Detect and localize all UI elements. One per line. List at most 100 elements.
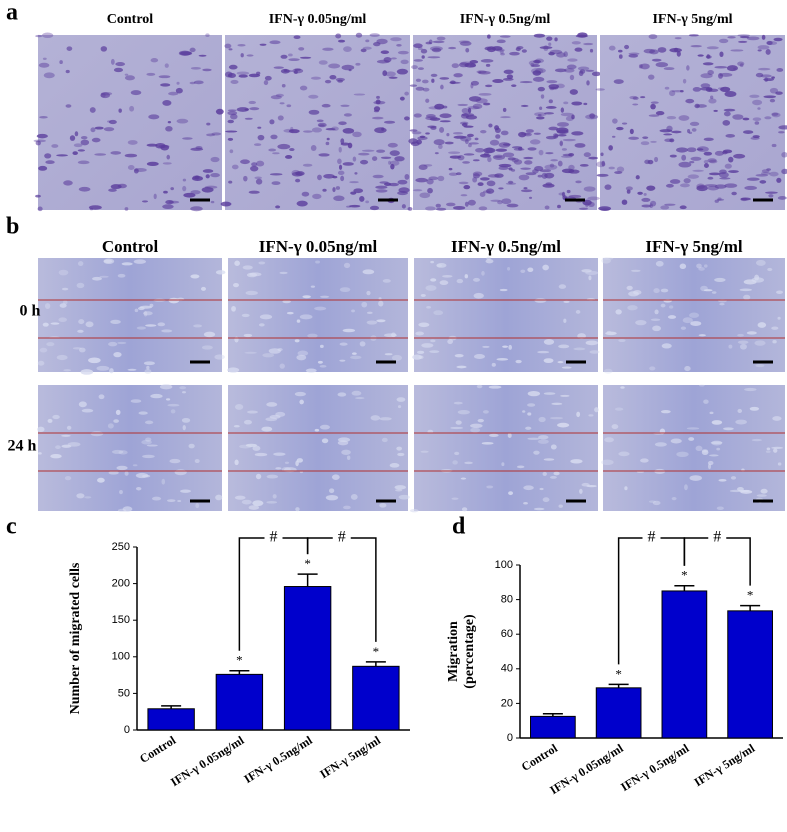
- cell: [366, 320, 378, 325]
- cell: [686, 65, 690, 71]
- cell: [487, 34, 491, 39]
- cell: [463, 184, 471, 190]
- cell: [280, 68, 290, 74]
- x-tick-label: IFN-γ 5ng/ml: [692, 741, 758, 790]
- cell: [554, 68, 567, 73]
- cell: [525, 426, 532, 430]
- cell: [314, 306, 327, 311]
- cell: [64, 475, 72, 481]
- cell: [728, 170, 739, 173]
- cell: [256, 160, 265, 167]
- cell: [133, 259, 146, 264]
- cell: [259, 43, 267, 46]
- cell: [777, 462, 782, 466]
- cell: [755, 259, 766, 266]
- cell: [574, 143, 586, 148]
- cell: [730, 476, 737, 480]
- cell: [703, 137, 714, 141]
- micrograph: [227, 258, 408, 373]
- cell: [641, 204, 652, 208]
- cell: [124, 73, 129, 76]
- cell: [481, 441, 494, 445]
- cell: [568, 164, 575, 171]
- cell: [573, 347, 586, 351]
- micrograph: [595, 34, 787, 211]
- cell: [759, 180, 767, 184]
- y-tick-label: 150: [112, 614, 130, 626]
- cell: [719, 177, 731, 180]
- cell: [757, 45, 770, 50]
- cell: [548, 86, 559, 90]
- cell: [475, 148, 485, 153]
- micrograph-bg: [413, 35, 597, 210]
- cell: [696, 146, 709, 152]
- cell: [482, 410, 489, 414]
- cell: [661, 343, 672, 349]
- cell: [714, 65, 728, 69]
- cell: [248, 190, 260, 194]
- cell: [482, 345, 490, 348]
- cell: [671, 496, 677, 501]
- cell: [757, 322, 767, 328]
- cell: [59, 303, 67, 308]
- cell: [311, 127, 322, 133]
- column-header: IFN-γ 0.05ng/ml: [269, 12, 367, 27]
- cell: [520, 167, 531, 170]
- cell: [301, 191, 310, 197]
- cell: [700, 83, 711, 89]
- cell: [119, 490, 123, 495]
- micrograph: [220, 32, 413, 211]
- cell: [353, 93, 366, 96]
- cell: [548, 99, 553, 104]
- cell: [771, 76, 775, 79]
- cell: [561, 366, 572, 369]
- cell: [575, 180, 582, 184]
- cell: [626, 189, 631, 194]
- cell: [234, 459, 239, 466]
- cell: [527, 390, 541, 397]
- cell: [543, 392, 556, 395]
- cell: [527, 412, 532, 416]
- cell: [33, 139, 46, 143]
- cell: [44, 153, 52, 159]
- cell: [743, 294, 751, 300]
- cell: [59, 60, 63, 65]
- cell: [460, 477, 467, 480]
- cell: [654, 309, 659, 315]
- cell: [425, 285, 437, 291]
- cell: [107, 120, 112, 123]
- comparison-mark: #: [270, 529, 278, 546]
- cell: [275, 205, 281, 209]
- cell: [293, 35, 301, 39]
- cell: [519, 81, 533, 84]
- cell: [249, 272, 262, 277]
- cell: [719, 72, 733, 77]
- cell: [720, 86, 731, 92]
- cell: [455, 420, 462, 425]
- cell: [703, 151, 713, 156]
- cell: [268, 348, 281, 354]
- cell: [369, 205, 380, 211]
- cell: [342, 128, 355, 134]
- cell: [685, 98, 695, 104]
- cell: [727, 36, 736, 39]
- cell: [289, 148, 295, 152]
- cell: [754, 340, 766, 346]
- cell: [130, 399, 142, 403]
- cell: [773, 37, 783, 42]
- cell: [275, 93, 284, 97]
- cell: [144, 420, 154, 425]
- cell: [507, 266, 511, 271]
- cell: [190, 206, 203, 212]
- cell: [451, 497, 459, 500]
- cell: [771, 112, 781, 118]
- cell: [339, 287, 351, 293]
- cell: [312, 193, 322, 200]
- cell: [467, 133, 474, 138]
- cell: [340, 138, 345, 144]
- cell: [496, 357, 509, 361]
- cell: [683, 178, 691, 184]
- cell: [698, 334, 706, 337]
- cell: [248, 505, 260, 510]
- cell: [525, 129, 534, 133]
